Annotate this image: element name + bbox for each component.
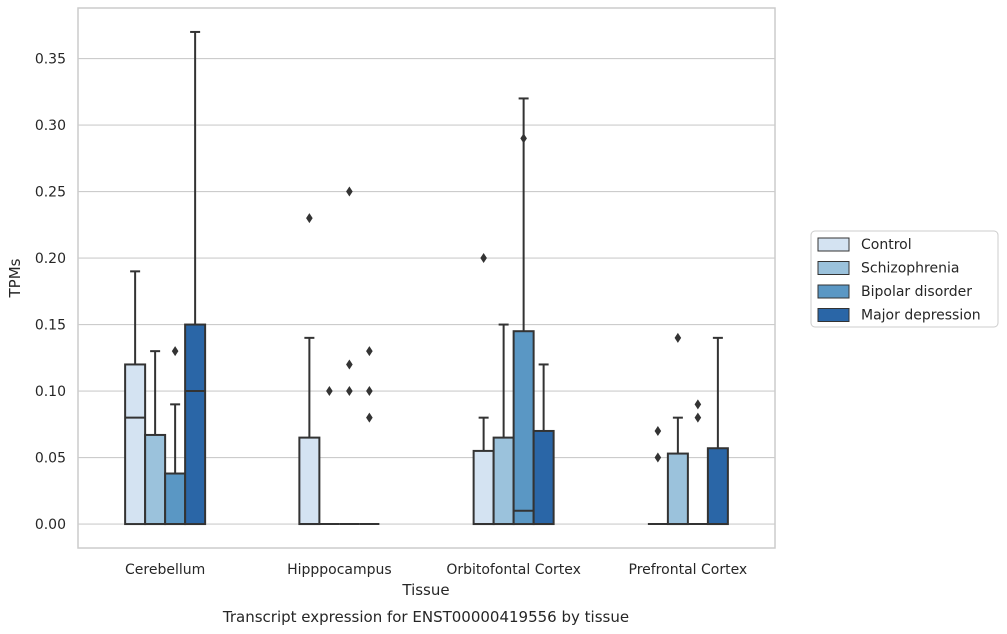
legend-label: Major depression [861, 308, 981, 324]
box-body [706, 447, 729, 526]
legend-label: Schizophrenia [861, 261, 959, 277]
outlier-point [674, 332, 682, 343]
y-axis-label: TPMs [6, 258, 24, 298]
x-tick-label: Hipppocampus [287, 562, 392, 578]
box-schizophrenia [144, 350, 167, 526]
outlier-point [654, 425, 662, 436]
outlier-point [346, 186, 353, 197]
outlier-point [520, 133, 527, 144]
outlier-point [346, 386, 353, 397]
x-tick-label: Prefrontal Cortex [629, 562, 748, 578]
box-schizophrenia [319, 386, 340, 526]
y-tick-label: 0.20 [35, 251, 66, 267]
box-major-depression [706, 336, 729, 526]
y-tick-label: 0.25 [35, 185, 66, 201]
box-body [666, 452, 689, 526]
box-schizophrenia [492, 323, 515, 526]
box-bipolar-disorder [164, 346, 187, 526]
box-body [124, 363, 147, 526]
legend-label: Bipolar disorder [861, 284, 972, 300]
chart-caption: Transcript expression for ENST0000041955… [222, 608, 629, 626]
outlier-point [694, 412, 702, 423]
box-control [298, 213, 321, 526]
box-bipolar-disorder [512, 97, 535, 526]
box-control [124, 270, 147, 526]
outlier-point [171, 346, 179, 357]
box-control [472, 253, 495, 526]
plot-frame [77, 7, 776, 549]
legend-swatch [817, 237, 850, 252]
box-body [492, 436, 515, 526]
x-tick-label: Cerebellum [125, 562, 205, 578]
legend-swatch [817, 261, 850, 275]
box-bipolar-disorder [687, 399, 708, 526]
box-major-depression [359, 346, 380, 526]
outlier-point [366, 346, 373, 357]
y-tick-label: 0.35 [35, 52, 66, 68]
box-body [184, 323, 207, 526]
outlier-point [654, 452, 662, 463]
y-tick-label: 0.15 [35, 318, 66, 334]
legend-swatch [817, 284, 850, 299]
outlier-point [366, 412, 373, 423]
y-tick-label: 0.00 [35, 517, 66, 533]
box-control [647, 425, 668, 526]
outlier-point [346, 359, 353, 370]
legend-frame [810, 230, 999, 328]
box-body [472, 449, 495, 526]
outlier-point [306, 213, 313, 224]
box-series [124, 30, 729, 526]
outlier-point [480, 253, 487, 264]
x-axis-label: Tissue [401, 581, 449, 599]
legend: Control Schizophrenia Bipolar disorder Majo… [810, 230, 999, 328]
y-tick-label: 0.05 [35, 451, 66, 467]
box-body [164, 472, 187, 526]
x-tick-label: Orbitofontal Cortex [446, 562, 581, 578]
y-tick-label: 0.30 [35, 118, 66, 134]
box-body [532, 429, 555, 526]
x-axis-ticks: Cerebellum Hipppocampus Orbitofontal Corte… [125, 562, 747, 578]
box-body [298, 436, 321, 526]
box-body [512, 330, 535, 526]
box-body [144, 433, 167, 526]
box-bipolar-disorder [339, 186, 360, 526]
y-axis-ticks: 0.00 0.05 0.10 0.15 0.20 0.25 0.30 0.35 [35, 52, 66, 534]
outlier-point [366, 386, 373, 397]
legend-label: Control [861, 237, 912, 253]
outlier-point [694, 399, 702, 410]
box-major-depression [532, 363, 555, 526]
outlier-point [326, 386, 333, 397]
legend-swatch [817, 308, 850, 322]
box-schizophrenia [666, 332, 689, 526]
box-major-depression [184, 30, 207, 526]
y-tick-label: 0.10 [35, 384, 66, 400]
